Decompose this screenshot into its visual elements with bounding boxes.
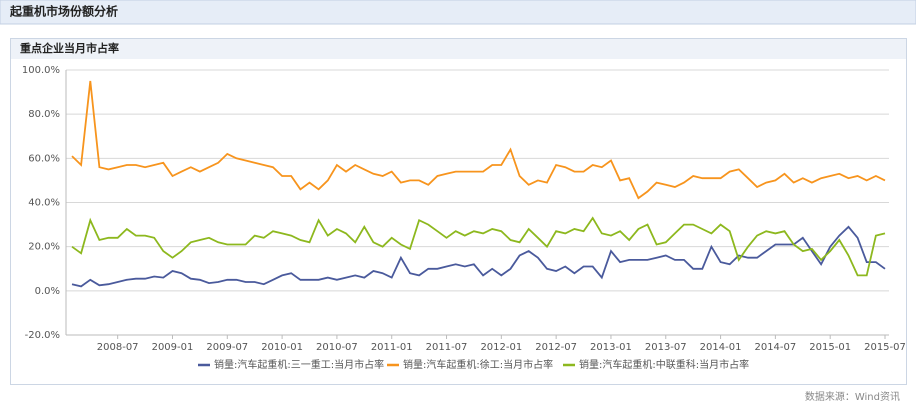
series-line bbox=[71, 80, 886, 200]
y-tick-label: 20.0% bbox=[28, 242, 60, 253]
y-tick-label: 80.0% bbox=[28, 109, 60, 120]
y-tick-label: 40.0% bbox=[28, 198, 60, 209]
y-tick-label: 0.0% bbox=[35, 286, 60, 297]
legend-label: 销量:汽车起重机:中联重科:当月市占率 bbox=[579, 358, 749, 371]
x-tick-label: 2014-07 bbox=[754, 342, 796, 353]
chart-title: 重点企业当月市占率 bbox=[20, 41, 119, 55]
x-tick-label: 2014-01 bbox=[700, 342, 742, 353]
series-line bbox=[71, 225, 886, 288]
y-tick-label: 60.0% bbox=[28, 153, 60, 164]
x-tick-label: 2012-07 bbox=[535, 342, 577, 353]
x-tick-label: 2013-07 bbox=[645, 342, 687, 353]
source: 数据来源：Wind资讯 bbox=[805, 390, 900, 403]
x-tick-label: 2009-07 bbox=[206, 342, 248, 353]
x-tick-label: 2013-01 bbox=[590, 342, 632, 353]
legend-label: 销量:汽车起重机:徐工:当月市占率 bbox=[403, 358, 553, 371]
legend-label: 销量:汽车起重机:三一重工:当月市占率 bbox=[214, 358, 384, 371]
y-tick-label: -20.0% bbox=[25, 330, 60, 341]
panel bbox=[10, 38, 907, 385]
x-tick-label: 2010-07 bbox=[316, 342, 358, 353]
x-tick-label: 2008-07 bbox=[97, 342, 139, 353]
header-title: 起重机市场份额分析 bbox=[9, 4, 118, 19]
header-bar bbox=[0, 0, 916, 25]
x-tick-label: 2009-01 bbox=[152, 342, 194, 353]
x-tick-label: 2015-01 bbox=[809, 342, 851, 353]
series-line bbox=[71, 216, 886, 277]
x-tick-label: 2011-01 bbox=[371, 342, 413, 353]
y-tick-label: 100.0% bbox=[22, 65, 60, 76]
x-tick-label: 2012-01 bbox=[480, 342, 522, 353]
x-tick-label: 2015-07 bbox=[864, 342, 906, 353]
x-tick-label: 2010-01 bbox=[261, 342, 303, 353]
x-tick-label: 2011-07 bbox=[426, 342, 468, 353]
panel-header bbox=[11, 39, 906, 59]
